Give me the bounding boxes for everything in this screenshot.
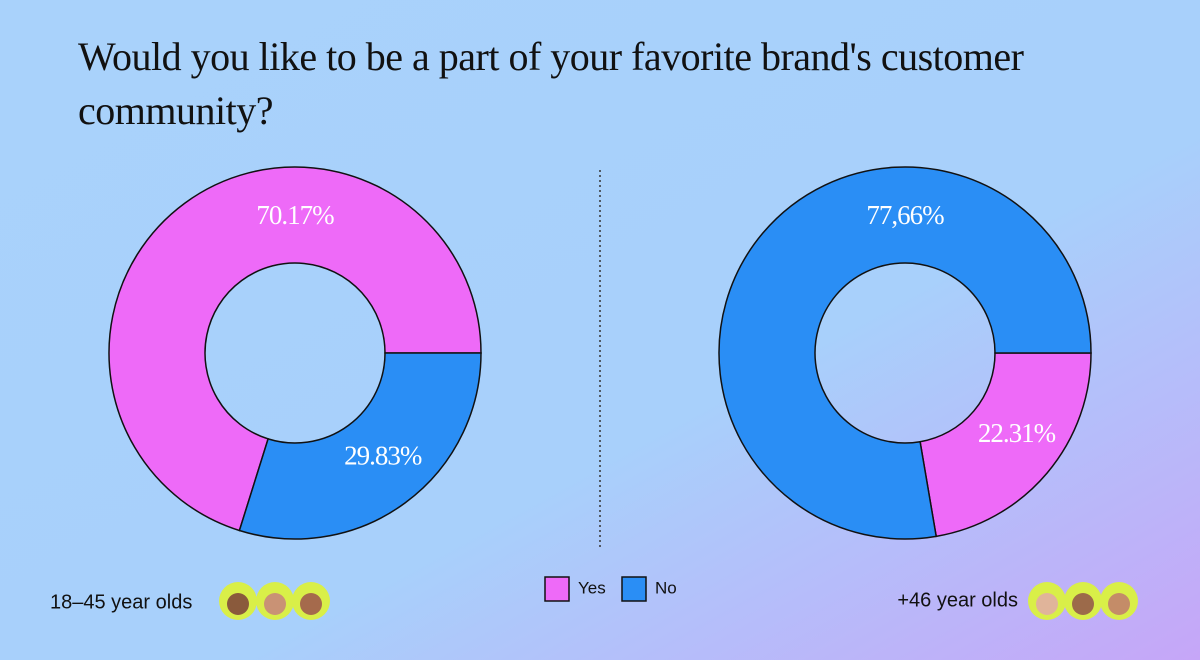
pie-slice: [718, 166, 1092, 540]
avatar-face: [1072, 593, 1094, 615]
avatars: [219, 582, 1138, 620]
avatar-face: [264, 593, 286, 615]
legend-label: No: [655, 578, 677, 597]
avatar-face: [1108, 593, 1130, 615]
legend-swatch: [544, 576, 570, 602]
avatar-face: [1036, 593, 1058, 615]
pie-slice: [238, 352, 482, 540]
avatar-face: [300, 593, 322, 615]
group-label: 18–45 year olds: [50, 591, 192, 613]
avatar-face: [227, 593, 249, 615]
data-label: 77,66%: [866, 200, 944, 230]
legend-label: Yes: [578, 578, 606, 597]
chart-title: Would you like to be a part of your favo…: [78, 34, 1024, 133]
title-box: Would you like to be a part of your favo…: [78, 34, 1024, 133]
data-label: 70.17%: [256, 200, 334, 230]
legend-swatch: [621, 576, 647, 602]
pie-slice: [919, 352, 1092, 538]
pie-slice: [108, 166, 482, 532]
data-label: 29.83%: [344, 440, 422, 470]
group-label: +46 year olds: [897, 589, 1018, 611]
data-label: 22.31%: [978, 418, 1056, 448]
